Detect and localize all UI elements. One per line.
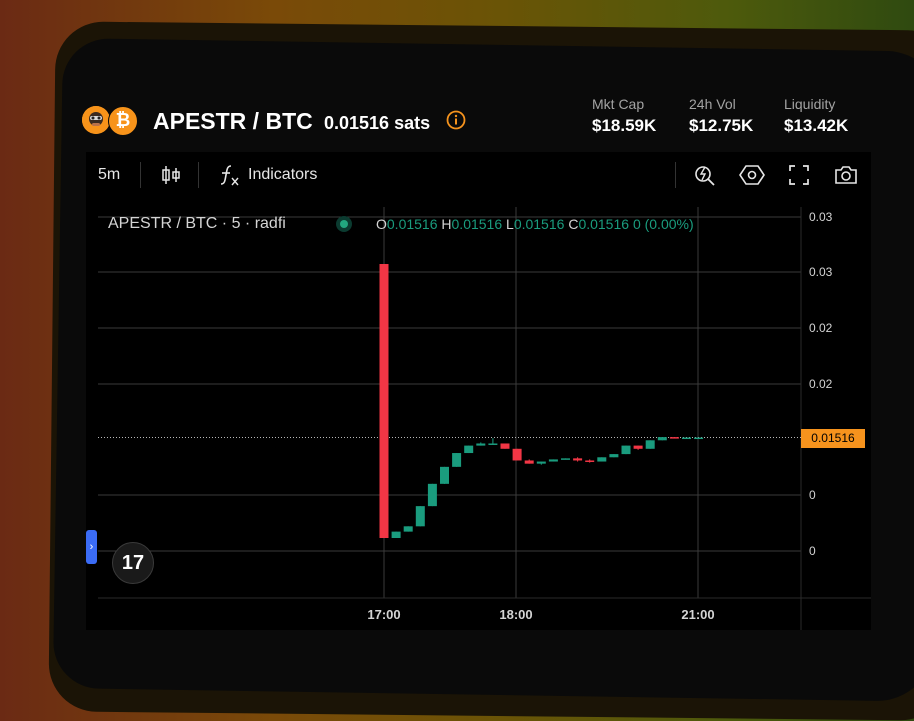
zoom-icon[interactable]	[692, 162, 718, 188]
token-logos: ₿	[82, 106, 138, 136]
candle-body	[524, 460, 534, 464]
y-tick-label: 0	[809, 488, 816, 502]
candle-body	[621, 445, 631, 455]
camera-icon[interactable]	[833, 162, 859, 188]
low-value: 0.01516	[513, 216, 565, 232]
y-tick-label: 0.03	[809, 265, 833, 279]
side-panel-toggle[interactable]: ›	[86, 530, 97, 564]
candle-body	[391, 531, 401, 538]
candle-body	[427, 483, 437, 507]
function-icon[interactable]	[216, 162, 242, 188]
stat-value: $18.59K	[592, 116, 657, 135]
toolbar-divider	[198, 162, 199, 188]
stat-value: $13.42K	[784, 116, 849, 135]
last-price-tag: 0.01516	[801, 429, 865, 448]
open-key: O	[376, 216, 387, 232]
candle-body	[585, 460, 595, 462]
indicators-button[interactable]: Indicators	[248, 166, 318, 183]
pair-price: 0.01516 sats	[324, 113, 431, 133]
pair-title: APESTR / BTC	[153, 108, 313, 134]
candle-body	[657, 437, 667, 441]
y-tick-label: 0.03	[809, 210, 833, 224]
low-key: L	[506, 216, 514, 232]
close-value: 0.01516	[578, 216, 630, 232]
candle-body	[512, 448, 522, 461]
candle-body	[403, 526, 413, 532]
candle-body	[452, 453, 462, 467]
candle-body	[379, 264, 389, 538]
candle-body	[464, 445, 474, 454]
btc-token-icon: ₿	[108, 106, 138, 136]
candle-body	[440, 466, 449, 484]
live-status-icon	[336, 216, 352, 232]
fullscreen-icon[interactable]	[786, 162, 812, 188]
candle-body	[633, 445, 643, 449]
candle-body	[645, 440, 655, 449]
toolbar-divider	[140, 162, 141, 188]
candle-body	[415, 506, 425, 527]
stat-value: $12.75K	[689, 116, 754, 135]
y-tick-label: 0	[809, 544, 816, 558]
candle-body	[476, 443, 486, 446]
chart-toolbar: 5m Indicators	[86, 152, 871, 198]
close-key: C	[568, 216, 579, 232]
change-value: 0 (0.00%)	[632, 216, 694, 232]
pair-header: ₿ APESTR / BTC 0.01516 sats Mkt Cap $18.…	[82, 96, 882, 146]
candles-icon[interactable]	[158, 162, 184, 188]
chart-widget[interactable]: 5m Indicators	[86, 152, 871, 630]
interval-button[interactable]: 5m	[98, 166, 121, 183]
candle-body	[669, 437, 679, 439]
x-tick-label: 17:00	[367, 607, 400, 622]
settings-hex-icon[interactable]	[739, 162, 765, 188]
candle-body	[597, 457, 607, 462]
ohlc-readout: O0.01516 H0.01516 L0.01516 C0.01516 0 (0…	[376, 216, 694, 232]
stat-24h-volume: 24h Vol $12.75K	[689, 96, 753, 136]
open-value: 0.01516	[386, 216, 438, 232]
stat-label: Mkt Cap	[592, 96, 645, 112]
tradingview-logo[interactable]: 17	[112, 542, 154, 584]
candle-body	[609, 454, 619, 458]
high-key: H	[441, 216, 452, 232]
stat-label: Liquidity	[784, 96, 836, 112]
candle-body	[488, 443, 498, 445]
series-legend: APESTR / BTC · 5 · radfi	[108, 215, 286, 232]
x-tick-label: 18:00	[499, 607, 532, 622]
candle-body	[694, 437, 704, 440]
ape-token-icon	[82, 106, 110, 134]
stat-label: 24h Vol	[689, 96, 736, 112]
stat-market-cap: Mkt Cap $18.59K	[592, 96, 656, 136]
y-tick-label: 0.02	[809, 321, 833, 335]
y-tick-label: 0.02	[809, 377, 833, 391]
candle-body	[561, 458, 570, 460]
candle-body	[500, 443, 510, 449]
stat-liquidity: Liquidity $13.42K	[784, 96, 848, 136]
candle-body	[536, 461, 546, 464]
toolbar-divider	[675, 162, 676, 188]
high-value: 0.01516	[451, 216, 503, 232]
x-tick-label: 21:00	[681, 607, 714, 622]
candlestick-plot[interactable]: 0.03 0.03 0.02 0.02 0 0 17:00 18:00 21:00	[86, 152, 871, 630]
candle-body	[548, 459, 558, 462]
adjacent-panel	[906, 156, 914, 556]
info-icon[interactable]	[446, 110, 466, 130]
candle-body	[682, 437, 691, 440]
candle-body	[573, 458, 583, 461]
